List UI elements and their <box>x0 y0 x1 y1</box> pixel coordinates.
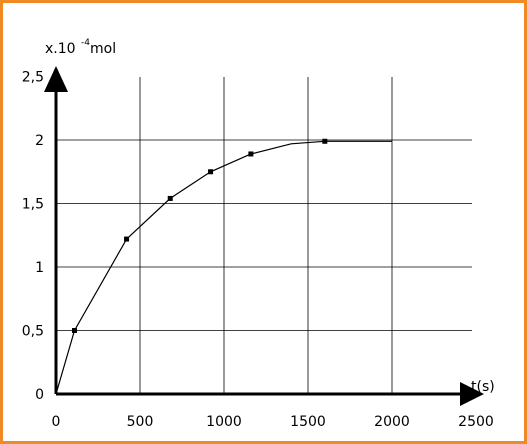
x-axis-arrow <box>460 382 484 406</box>
axes <box>44 66 484 406</box>
y-axis-label: x.10 -4 mol <box>45 38 116 57</box>
data-series <box>55 138 392 395</box>
data-point-5 <box>322 138 328 144</box>
data-point-3 <box>208 169 214 175</box>
x-tick-label-0: 0 <box>52 414 61 430</box>
x-tick-label-1500: 1500 <box>290 414 326 430</box>
y-tick-label-0_5: 0,5 <box>22 324 44 340</box>
x-tick-label-1000: 1000 <box>206 414 242 430</box>
tick-labels: 0 500 1000 1500 2000 2500 0 0,5 1 1,5 2 2,5 <box>22 70 494 431</box>
grid-lines <box>56 77 472 394</box>
data-point-2 <box>167 195 173 201</box>
y-tick-label-2_5: 2,5 <box>22 70 44 86</box>
y-axis-label-prefix: x.10 <box>45 41 76 57</box>
x-axis-label: t(s) <box>471 379 495 395</box>
data-point-4 <box>248 151 254 157</box>
y-axis-label-exponent: -4 <box>81 38 90 48</box>
y-tick-label-2: 2 <box>35 133 44 149</box>
y-tick-label-0: 0 <box>35 387 44 403</box>
data-point-0 <box>71 328 77 333</box>
y-axis-label-unit: mol <box>90 41 116 57</box>
x-tick-label-2000: 2000 <box>374 414 410 430</box>
y-tick-label-1: 1 <box>35 260 44 276</box>
y-tick-label-1_5: 1,5 <box>22 197 44 213</box>
data-point-1 <box>124 236 130 242</box>
x-tick-label-500: 500 <box>127 414 154 430</box>
y-axis-arrow <box>44 66 68 92</box>
x-tick-label-2500: 2500 <box>458 414 494 430</box>
